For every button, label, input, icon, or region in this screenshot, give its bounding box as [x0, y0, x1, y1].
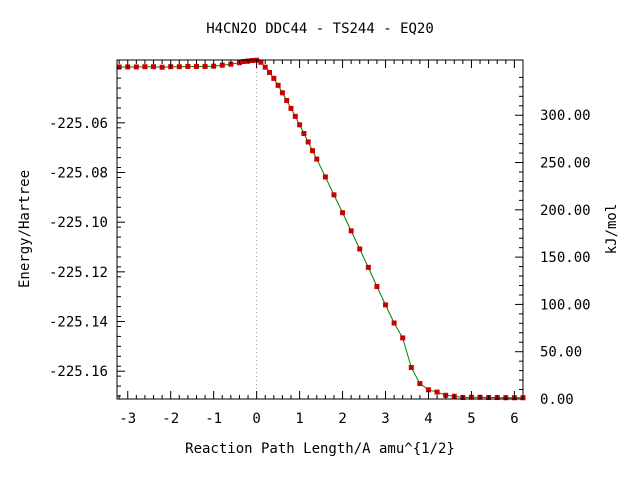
- data-point: [322, 174, 328, 180]
- y-tick-label: -225.12: [49, 265, 108, 281]
- data-point: [331, 192, 337, 198]
- y2-tick-label: 250.00: [540, 156, 591, 172]
- data-point: [417, 381, 423, 387]
- data-point: [400, 335, 406, 341]
- data-point: [279, 90, 285, 96]
- x-tick-label: 0: [252, 411, 260, 427]
- data-point: [348, 228, 354, 234]
- data-point: [185, 63, 191, 69]
- data-point: [133, 64, 139, 70]
- y2-tick-label: 0.00: [540, 392, 574, 408]
- data-point: [284, 97, 290, 103]
- y-tick-label: -225.06: [49, 116, 108, 132]
- data-point: [219, 62, 225, 68]
- data-point: [383, 302, 389, 308]
- series-line: [119, 59, 523, 399]
- data-point: [425, 387, 431, 393]
- data-point: [258, 59, 264, 65]
- x-tick-label: -3: [119, 411, 136, 427]
- data-point: [176, 64, 182, 70]
- data-point: [292, 113, 298, 119]
- x-tick-label: 6: [510, 411, 518, 427]
- data-point: [408, 364, 414, 370]
- data-point: [374, 283, 380, 289]
- data-point: [314, 156, 320, 162]
- y-axis-label: Energy/Hartree: [17, 170, 33, 288]
- data-point: [116, 64, 122, 70]
- data-point: [267, 69, 273, 75]
- data-point: [301, 131, 307, 137]
- plot-frame: [116, 59, 524, 400]
- data-point: [202, 63, 208, 69]
- data-point: [357, 246, 363, 252]
- data-point: [275, 82, 281, 88]
- data-point: [434, 389, 440, 395]
- data-point: [365, 264, 371, 270]
- y2-tick-label: 100.00: [540, 297, 591, 313]
- chart-title: H4CN2O DDC44 - TS244 - EQ20: [206, 21, 434, 37]
- x-tick-label: 5: [467, 411, 475, 427]
- data-point: [262, 64, 268, 70]
- data-point: [391, 320, 397, 326]
- data-point: [151, 64, 157, 70]
- x-axis-label: Reaction Path Length/A amu^{1/2}: [185, 441, 455, 457]
- y-tick-label: -225.08: [49, 166, 108, 182]
- data-point: [305, 139, 311, 145]
- data-point: [309, 148, 315, 154]
- x-tick-label: 4: [424, 411, 432, 427]
- y-tick-label: -225.16: [49, 364, 108, 380]
- data-point: [340, 210, 346, 216]
- axis-layer: -3 -2 -1 0 1 2 3 4 5 6 -225.06 -225.08 -225.10 -225.1…: [49, 60, 591, 427]
- data-point: [228, 61, 234, 67]
- data-point: [241, 58, 247, 64]
- x-tick-label: -2: [162, 411, 179, 427]
- y-tick-label: -225.14: [49, 315, 108, 331]
- x-tick-label: 3: [381, 411, 389, 427]
- data-point: [288, 105, 294, 111]
- y2-tick-label: 300.00: [540, 108, 591, 124]
- data-point: [193, 63, 199, 69]
- y2-tick-label: 50.00: [540, 345, 582, 361]
- data-point: [297, 122, 303, 128]
- y2-tick-label: 200.00: [540, 203, 591, 219]
- x-tick-label: -1: [205, 411, 222, 427]
- y2-tick-label: 150.00: [540, 250, 591, 266]
- y-tick-label: -225.10: [49, 215, 108, 231]
- data-point: [271, 75, 277, 81]
- x-tick-label: 2: [338, 411, 346, 427]
- x-tick-label: 1: [295, 411, 303, 427]
- data-point: [142, 64, 148, 70]
- data-point: [159, 64, 165, 70]
- series-layer: [116, 57, 526, 401]
- y2-axis-label: kJ/mol: [604, 204, 620, 255]
